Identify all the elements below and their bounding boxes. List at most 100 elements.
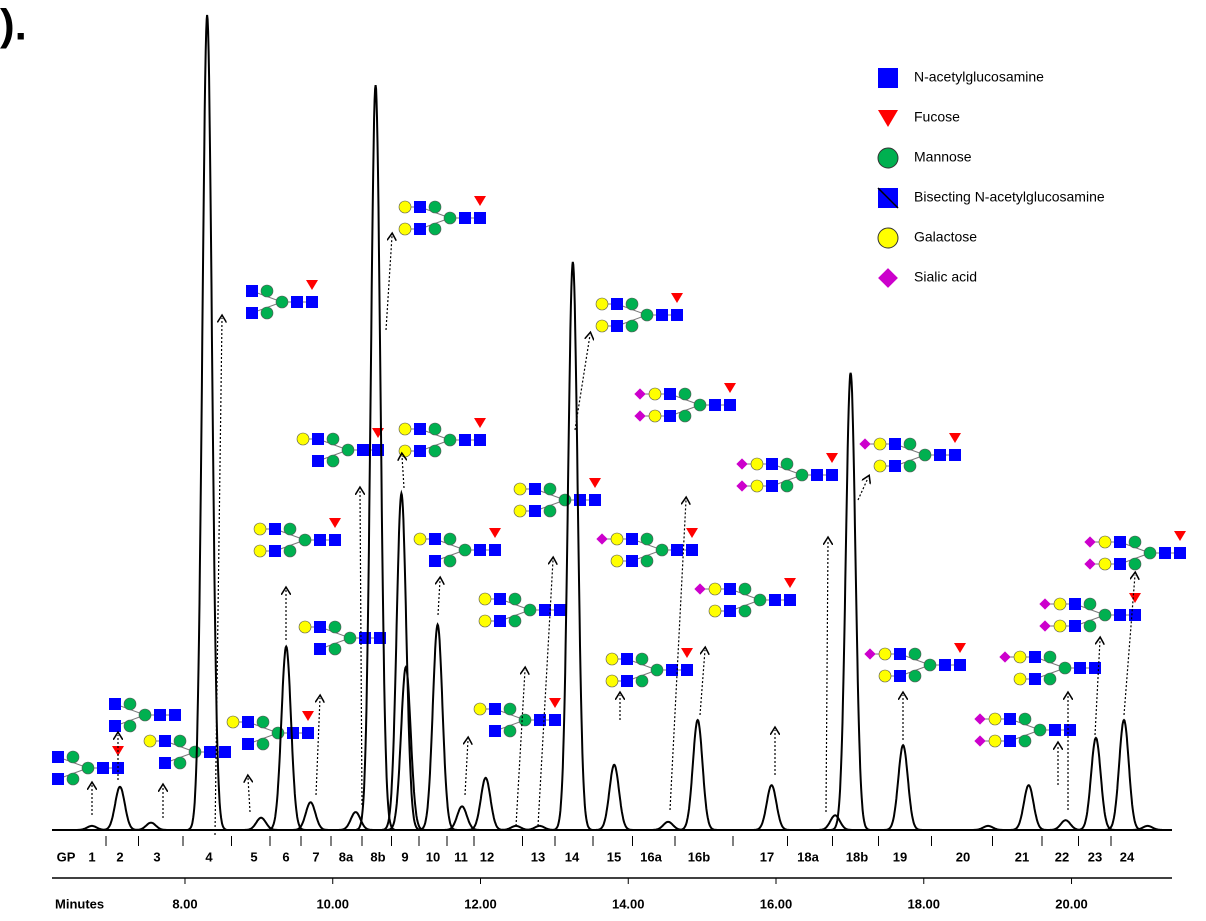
glcnac (414, 445, 426, 457)
peak-label: GP (57, 849, 76, 864)
sialic-acid (634, 410, 646, 422)
monosaccharide (1098, 535, 1112, 549)
fucose (549, 698, 561, 708)
monosaccharide (1128, 535, 1142, 549)
peak (442, 805, 482, 831)
annotation-arrow (316, 698, 320, 796)
legend-label: Sialic acid (914, 269, 977, 285)
monosaccharide (443, 554, 457, 568)
monosaccharide (66, 750, 80, 764)
fucose (724, 383, 736, 393)
monosaccharide (138, 708, 152, 722)
glycan (595, 293, 683, 333)
glcnac (1074, 662, 1086, 674)
monosaccharide (918, 448, 932, 462)
peak-label: 3 (153, 849, 160, 864)
monosaccharide (1043, 650, 1057, 664)
glcnac (169, 709, 181, 721)
annotation-arrow (515, 670, 525, 827)
glcnac (474, 544, 486, 556)
monosaccharide (443, 433, 457, 447)
sialic-acid (1039, 620, 1051, 632)
monosaccharide (625, 297, 639, 311)
monosaccharide (878, 669, 892, 683)
peak-label: 11 (454, 849, 468, 864)
monosaccharide (253, 544, 267, 558)
glycan-icons (52, 196, 1186, 836)
glycan (1084, 531, 1186, 571)
glcnac (242, 738, 254, 750)
peak-label: 16b (688, 849, 710, 864)
peak-label: 24 (1120, 849, 1135, 864)
monosaccharide (708, 604, 722, 618)
monosaccharide (260, 306, 274, 320)
fucose (1129, 593, 1141, 603)
monosaccharide (326, 454, 340, 468)
monosaccharide (523, 603, 537, 617)
glcnac (671, 309, 683, 321)
glycan (143, 734, 231, 770)
glcnac (494, 615, 506, 627)
glcnac (489, 725, 501, 737)
monosaccharide (795, 468, 809, 482)
monosaccharide (635, 652, 649, 666)
glcnac (97, 762, 109, 774)
monosaccharide (398, 200, 412, 214)
glcnac (954, 659, 966, 671)
glcnac (534, 714, 546, 726)
monosaccharide (298, 533, 312, 547)
peak-label: 2 (116, 849, 123, 864)
peak-label: 8a (339, 849, 354, 864)
fucose (784, 578, 796, 588)
peak (336, 811, 375, 831)
glycan (473, 698, 561, 738)
glcnac (1089, 662, 1101, 674)
glcnac (1069, 620, 1081, 632)
glcnac (769, 594, 781, 606)
glcnac (1029, 651, 1041, 663)
monosaccharide (428, 200, 442, 214)
peak (595, 763, 634, 831)
glcnac (949, 449, 961, 461)
peak-label: 18b (846, 849, 868, 864)
annotation-arrow (438, 580, 440, 616)
glcnac (664, 410, 676, 422)
x-tick-label: 14.00 (612, 896, 645, 911)
monosaccharide (595, 297, 609, 311)
glycan (398, 196, 486, 236)
monosaccharide (708, 582, 722, 596)
monosaccharide (1043, 672, 1057, 686)
peak (553, 261, 593, 831)
glycan (736, 453, 838, 493)
annotation-arrow (248, 778, 250, 813)
glcnac (204, 746, 216, 758)
glcnac (459, 434, 471, 446)
monosaccharide (328, 642, 342, 656)
monosaccharide (173, 756, 187, 770)
glcnac (302, 727, 314, 739)
monosaccharide (298, 620, 312, 634)
peak (241, 816, 281, 831)
monosaccharide (923, 658, 937, 672)
sialic-acid (1039, 598, 1051, 610)
peak-label: 9 (401, 849, 408, 864)
monosaccharide (283, 544, 297, 558)
peak (466, 776, 505, 831)
monosaccharide (283, 522, 297, 536)
monosaccharide (903, 437, 917, 451)
peak-label: 7 (312, 849, 319, 864)
glcnac (306, 296, 318, 308)
glcnac (611, 320, 623, 332)
glcnac (357, 444, 369, 456)
glcnac (889, 460, 901, 472)
monosaccharide (903, 459, 917, 473)
monosaccharide (328, 620, 342, 634)
glcnac (219, 746, 231, 758)
fucose (1174, 531, 1186, 541)
peak (418, 622, 457, 831)
monosaccharide (640, 308, 654, 322)
fucose (826, 453, 838, 463)
peak-label: 5 (250, 849, 257, 864)
glycan (413, 528, 501, 568)
